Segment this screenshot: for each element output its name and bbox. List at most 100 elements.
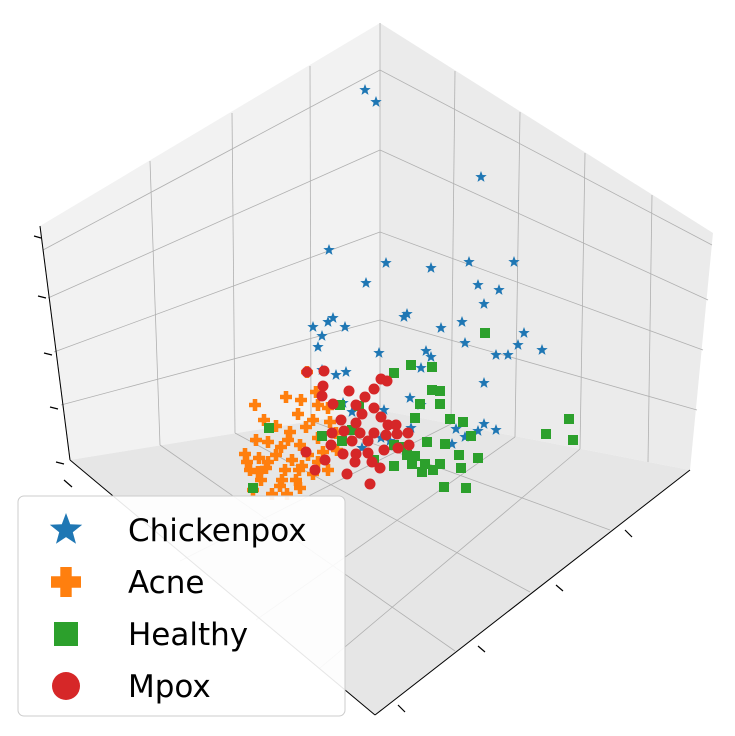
healthy-point <box>264 423 274 433</box>
chickenpox-point <box>375 432 387 443</box>
right-pane <box>380 23 713 470</box>
mpox-point <box>327 398 339 410</box>
acne-point <box>249 399 261 411</box>
legend-label-mpox: Mpox <box>128 669 211 705</box>
chickenpox-point <box>330 369 342 380</box>
acne-point <box>310 386 322 398</box>
chickenpox-point <box>405 422 417 433</box>
legend-label-healthy: Healthy <box>128 617 248 653</box>
chickenpox-point <box>490 424 502 435</box>
acne-point <box>252 466 264 478</box>
series-mpox <box>300 365 415 490</box>
healthy-point <box>564 414 574 424</box>
chickenpox-point <box>450 423 462 434</box>
acne-point <box>331 444 343 456</box>
legend-marker-chickenpox <box>49 513 83 544</box>
tick-marks <box>33 235 633 713</box>
chickenpox-point <box>360 277 372 288</box>
acne-point <box>322 402 334 414</box>
left-pane <box>40 23 380 460</box>
chickenpox-point <box>401 308 413 319</box>
acne-point <box>276 474 288 486</box>
acne-point <box>270 449 282 461</box>
mpox-point <box>390 419 402 431</box>
acne-point <box>262 456 274 468</box>
acne-point <box>282 434 294 446</box>
healthy-point <box>568 435 578 445</box>
acne-point <box>307 414 319 426</box>
chickenpox-point <box>415 362 427 373</box>
mpox-point <box>382 419 394 431</box>
acne-point <box>279 464 291 476</box>
mpox-point <box>359 391 371 403</box>
chickenpox-point <box>512 339 524 350</box>
acne-point <box>312 456 324 468</box>
chickenpox-point <box>456 316 468 327</box>
mpox-point <box>362 447 374 459</box>
mpox-point <box>402 427 414 439</box>
chickenpox-point <box>322 316 334 327</box>
series-chickenpox <box>307 84 548 453</box>
acne-point <box>296 460 308 472</box>
mpox-point <box>317 380 329 392</box>
mpox-point <box>392 442 404 454</box>
chickenpox-point <box>459 337 471 348</box>
healthy-point <box>389 368 399 378</box>
healthy-point <box>402 450 412 460</box>
healthy-point <box>317 431 327 441</box>
scatter-points <box>239 84 578 500</box>
mpox-point <box>350 399 362 411</box>
mpox-point <box>326 427 338 439</box>
chickenpox-point <box>327 312 339 323</box>
acne-point <box>262 436 274 448</box>
chickenpox-point <box>459 431 471 442</box>
mpox-point <box>362 435 374 447</box>
mpox-point <box>356 408 368 420</box>
healthy-point <box>435 459 445 469</box>
mpox-point <box>309 464 321 476</box>
healthy-point <box>427 385 437 395</box>
chickenpox-point <box>323 244 335 255</box>
chickenpox-point <box>378 404 390 415</box>
mpox-point <box>378 444 390 456</box>
chickenpox-point <box>425 351 437 362</box>
acne-point <box>295 394 307 406</box>
acne-point <box>253 452 265 464</box>
acne-point <box>239 448 251 460</box>
healthy-point <box>248 483 258 493</box>
healthy-point <box>417 467 427 477</box>
acne-point <box>322 464 334 476</box>
mpox-point <box>325 439 337 451</box>
floor-pane <box>70 410 690 715</box>
acne-point <box>280 391 292 403</box>
chickenpox-point <box>339 321 351 332</box>
mpox-point <box>338 425 350 437</box>
acne-point <box>250 434 262 446</box>
healthy-point <box>454 450 464 460</box>
mpox-point <box>337 448 349 460</box>
mpox-point <box>380 429 392 441</box>
mpox-point <box>316 390 328 402</box>
chickenpox-point <box>340 366 352 377</box>
acne-point <box>281 488 293 500</box>
healthy-point <box>480 328 490 338</box>
acne-point <box>293 464 305 476</box>
acne-point <box>294 439 306 451</box>
acne-point <box>255 474 267 486</box>
mpox-point <box>391 428 403 440</box>
chickenpox-point <box>370 96 382 107</box>
chickenpox-point <box>463 256 475 267</box>
acne-point <box>290 474 302 486</box>
chickenpox-point <box>478 377 490 388</box>
healthy-point <box>439 482 449 492</box>
mpox-point <box>368 383 380 395</box>
chickenpox-point <box>404 392 416 403</box>
mpox-point <box>354 427 366 439</box>
mpox-point <box>346 435 358 447</box>
chickenpox-point <box>446 438 458 449</box>
healthy-point <box>407 459 417 469</box>
mpox-point <box>403 439 415 451</box>
mpox-point <box>335 414 347 426</box>
mpox-point <box>319 454 331 466</box>
